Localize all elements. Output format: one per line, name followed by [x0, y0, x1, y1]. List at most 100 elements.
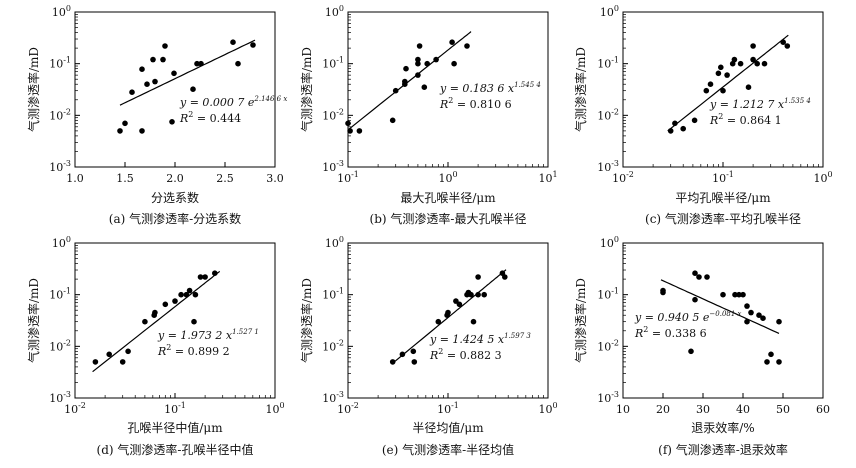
data-point	[720, 87, 726, 94]
data-point	[776, 318, 782, 325]
y-axis-label: 气测渗透率/mD	[299, 47, 314, 132]
y-tick-label: 100	[325, 4, 344, 19]
data-point	[142, 318, 148, 325]
plot-frame	[347, 242, 549, 399]
y-tick-label: 100	[52, 4, 71, 19]
x-tick-label: 10-1	[437, 401, 459, 416]
r-squared: R2 = 0.810 6	[439, 96, 512, 111]
data-point	[470, 318, 477, 325]
x-axis-label: 分选系数	[151, 190, 199, 205]
y-tick-label: 10-1	[322, 287, 344, 302]
data-point	[754, 60, 760, 67]
trend-line	[119, 39, 256, 106]
data-point	[411, 359, 418, 365]
data-point	[750, 56, 756, 63]
data-point	[169, 119, 175, 125]
data-point	[696, 274, 702, 280]
y-tick-label: 10-1	[49, 287, 71, 302]
fit-equation: y = 0.940 5 e−0.081 x	[634, 310, 742, 324]
fit-equation: y = 0.183 6 x1.545 4	[439, 81, 541, 95]
data-point	[197, 274, 204, 280]
data-point	[129, 89, 135, 95]
data-point	[250, 42, 256, 48]
data-point	[139, 66, 145, 72]
x-axis-label: 平均孔喉半径/μm	[675, 191, 771, 205]
data-point	[152, 78, 158, 85]
fit-equation: y = 1.973 2 x1.527 1	[157, 328, 259, 342]
panel-caption: (b) 气测渗透率-最大孔喉半径	[370, 211, 527, 226]
data-point	[171, 70, 177, 77]
data-point	[347, 128, 353, 134]
x-tick-label: 30	[696, 403, 710, 416]
data-point	[415, 60, 421, 67]
fit-equation: y = 1.212 7 x1.535 4	[709, 97, 811, 111]
data-point	[144, 81, 150, 87]
data-point	[680, 125, 686, 132]
x-tick-label: 100	[438, 170, 457, 185]
trend-line	[92, 270, 221, 373]
plot-frame	[622, 242, 824, 399]
data-point	[744, 303, 750, 309]
data-point	[183, 291, 190, 298]
y-tick-label: 10-2	[597, 107, 619, 122]
data-point	[389, 117, 396, 124]
data-point	[688, 348, 694, 355]
data-point	[718, 64, 724, 71]
x-tick-label: 40	[736, 403, 750, 416]
panel-caption: (d) 气测渗透率-孔喉半径中值	[97, 442, 254, 457]
y-tick-label: 100	[600, 235, 619, 250]
data-point	[748, 309, 754, 316]
x-axis-label: 半径均值/μm	[412, 420, 484, 435]
y-axis-label: 气测渗透率/mD	[573, 278, 588, 363]
data-point	[416, 43, 423, 49]
panel-caption: (a) 气测渗透率-分选系数	[109, 211, 241, 226]
plot-frame	[74, 242, 276, 399]
y-axis-label: 气测渗透率/mD	[26, 278, 41, 363]
data-point	[744, 318, 750, 325]
y-tick-label: 10-2	[49, 338, 71, 353]
data-point	[449, 39, 455, 45]
r-squared: R2 = 0.444	[179, 110, 241, 125]
data-point	[660, 287, 666, 294]
data-point	[502, 274, 508, 280]
x-tick-label: 10-2	[612, 170, 634, 185]
data-point	[415, 72, 421, 78]
data-point	[122, 120, 128, 127]
data-point	[761, 60, 768, 67]
data-point	[162, 43, 168, 49]
data-point	[732, 291, 738, 298]
y-tick-label: 10-2	[597, 338, 619, 353]
x-tick-label: 10-2	[337, 401, 359, 416]
x-tick-label: 10-2	[64, 401, 86, 416]
y-axis-label: 气测渗透率/mD	[26, 47, 41, 132]
data-point	[445, 309, 451, 316]
data-point	[731, 56, 738, 63]
data-point	[715, 70, 722, 77]
y-tick-label: 10-2	[322, 107, 344, 122]
data-point	[194, 60, 200, 67]
data-point	[736, 291, 742, 298]
y-tick-label: 10-2	[49, 107, 71, 122]
data-point	[421, 84, 428, 90]
data-point	[202, 274, 208, 280]
data-point	[720, 291, 726, 298]
x-tick-label: 10	[616, 403, 630, 416]
panel-caption: (c) 气测渗透率-平均孔喉半径	[645, 211, 801, 226]
data-point	[451, 60, 457, 67]
x-tick-label: 100	[538, 401, 557, 416]
y-tick-label: 100	[600, 4, 619, 19]
data-point	[691, 117, 698, 124]
data-point	[190, 86, 196, 92]
data-point	[667, 128, 674, 134]
panel-caption: (f) 气测渗透率-退汞效率	[658, 442, 788, 457]
trend-line	[347, 31, 472, 131]
y-tick-label: 10-2	[322, 338, 344, 353]
data-point	[172, 298, 178, 304]
data-point	[672, 120, 678, 127]
data-point	[186, 287, 193, 294]
y-tick-label: 10-1	[597, 56, 619, 71]
trend-line	[392, 269, 507, 364]
